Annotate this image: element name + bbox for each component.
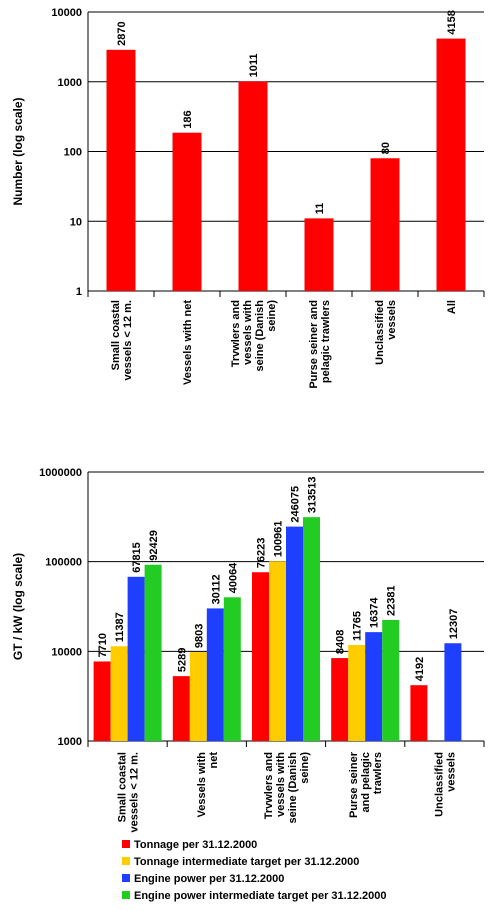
category-label: pelagic trawlers <box>320 300 332 383</box>
bar <box>331 658 349 741</box>
bar <box>110 646 128 741</box>
data-label: 1011 <box>248 54 260 78</box>
legend-swatch <box>122 840 130 848</box>
category-label: Trvwlers and <box>263 752 275 819</box>
data-label: 67815 <box>131 542 143 573</box>
bar <box>252 572 269 741</box>
data-label: 313513 <box>307 476 319 513</box>
data-label: 11387 <box>114 612 126 642</box>
data-label: 11 <box>314 203 326 215</box>
y-tick-label: 1000 <box>58 77 82 89</box>
data-label: 22381 <box>386 585 398 616</box>
y-tick-label: 10 <box>70 216 82 228</box>
data-label: 100961 <box>273 521 285 558</box>
category-label: All <box>446 300 458 314</box>
category-label: trawlers <box>372 752 384 794</box>
bar <box>127 576 145 741</box>
bar <box>269 561 286 741</box>
bar <box>444 643 462 741</box>
data-label: 40064 <box>227 562 239 593</box>
category-label: seine) <box>266 300 278 332</box>
bar <box>410 685 428 741</box>
y-tick-label: 1 <box>76 286 82 298</box>
data-label: 2870 <box>116 21 128 45</box>
category-label: vessels <box>386 300 398 340</box>
bar <box>365 632 383 741</box>
bar <box>286 526 303 741</box>
y-tick-label: 1000000 <box>39 467 82 479</box>
bar <box>238 81 268 291</box>
legend-label: Engine power per 31.12.2000 <box>134 873 284 885</box>
category-label: seine (Danish <box>254 300 266 372</box>
legend-swatch <box>122 891 130 899</box>
bar <box>304 218 334 291</box>
category-label: seine (Danish <box>287 752 299 824</box>
data-label: 30112 <box>210 574 222 604</box>
category-label: vessels with <box>242 300 254 365</box>
data-label: 8408 <box>335 630 347 654</box>
legend-label: Engine power intermediate target per 31.… <box>134 890 386 902</box>
category-label: Unclassified <box>433 752 445 817</box>
data-label: 16374 <box>369 597 381 628</box>
bar <box>436 38 466 291</box>
bar <box>206 608 224 741</box>
category-label: Unclassified <box>374 300 386 365</box>
category-label: vessels < 12 m. <box>129 752 141 832</box>
category-label: vessels <box>445 752 457 792</box>
category-label: Purse seiner <box>348 751 360 818</box>
data-label: 12307 <box>448 609 460 640</box>
bar <box>382 619 400 741</box>
bar <box>370 158 400 291</box>
category-label: and pelagic <box>360 752 372 813</box>
category-label: Vessels with <box>196 752 208 818</box>
bar <box>144 564 162 741</box>
bar <box>303 517 320 741</box>
bar <box>172 132 202 291</box>
y-axis-title: GT / kW (log scale) <box>11 553 25 660</box>
y-tick-label: 1000 <box>58 736 82 748</box>
bar <box>223 597 241 741</box>
category-label: Vessels with net <box>182 300 194 385</box>
bar <box>172 676 190 741</box>
data-label: 11765 <box>352 611 364 641</box>
y-tick-label: 100000 <box>45 557 82 569</box>
category-label: Small coastal <box>117 752 129 822</box>
data-label: 92429 <box>148 530 160 561</box>
bar <box>93 661 111 741</box>
y-tick-label: 10000 <box>51 646 82 658</box>
data-label: 4158 <box>446 10 458 34</box>
data-label: 7710 <box>97 633 109 657</box>
legend-label: Tonnage per 31.12.2000 <box>134 839 257 851</box>
data-label: 186 <box>182 110 194 128</box>
category-label: Trvwlers and <box>230 300 242 367</box>
data-label: 76223 <box>256 538 268 569</box>
category-label: seine) <box>299 752 311 784</box>
category-label: vessels < 12 m. <box>122 300 134 380</box>
y-tick-label: 100 <box>64 147 82 159</box>
data-label: 4192 <box>414 657 426 681</box>
data-label: 9803 <box>193 624 205 648</box>
data-label: 5289 <box>176 648 188 672</box>
bar <box>189 652 207 741</box>
y-tick-label: 10000 <box>51 7 82 19</box>
category-label: vessels with <box>275 752 287 817</box>
category-label: Small coastal <box>110 300 122 370</box>
data-label: 246075 <box>290 486 302 523</box>
bar <box>106 49 136 291</box>
category-label: Purse seiner and <box>308 300 320 389</box>
legend-swatch <box>122 874 130 882</box>
category-label: net <box>208 752 220 769</box>
legend-swatch <box>122 857 130 865</box>
bar <box>348 645 366 741</box>
legend-label: Tonnage intermediate target per 31.12.20… <box>134 856 359 868</box>
y-axis-title: Number (log scale) <box>11 97 25 205</box>
data-label: 80 <box>380 142 392 154</box>
